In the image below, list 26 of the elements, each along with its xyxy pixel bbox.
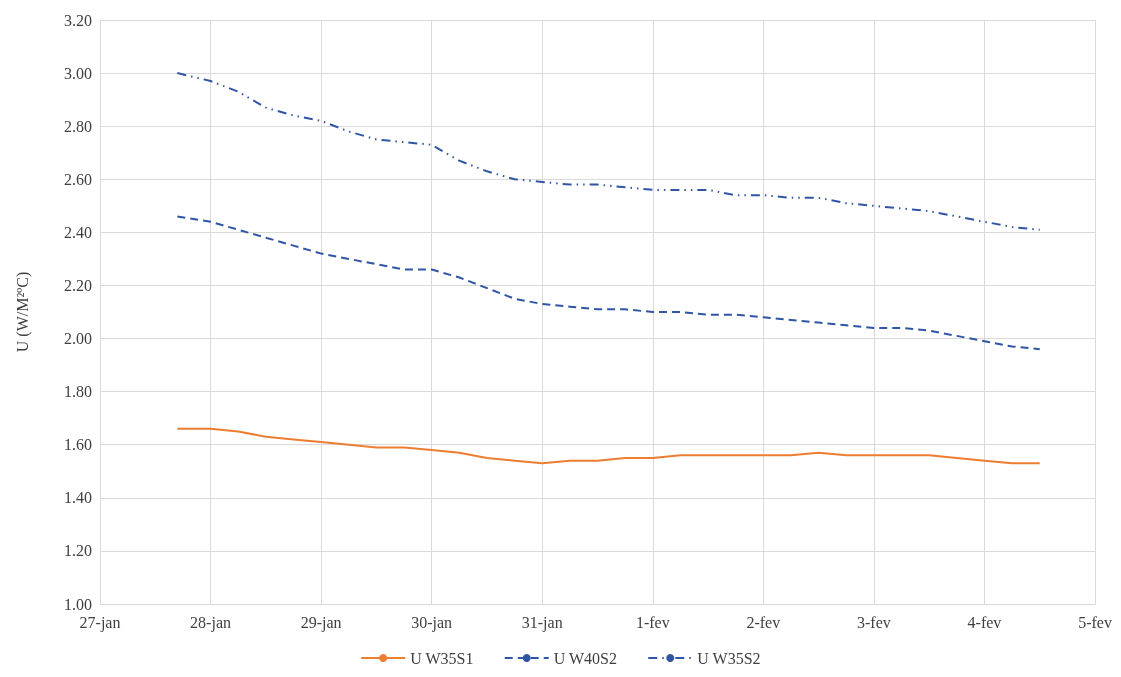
y-tick-label: 2.60 [64, 170, 92, 188]
y-tick-label: 2.80 [64, 117, 92, 135]
x-tick-label: 4-fev [967, 613, 1002, 631]
y-tick-label: 1.20 [64, 542, 92, 560]
x-tick-label: 1-fev [635, 613, 670, 631]
y-tick-label: 1.40 [64, 489, 92, 507]
legend-label: U W35S1 [410, 649, 474, 667]
x-tick-label: 28-jan [190, 613, 231, 632]
y-tick-label: 1.60 [64, 436, 92, 454]
y-tick-label: 3.20 [64, 11, 92, 29]
legend-label: U W35S2 [697, 649, 761, 667]
y-tick-label: 1.00 [64, 595, 92, 613]
y-tick-label: 2.00 [64, 330, 92, 348]
y-axis-title: U (W/M²ºC) [13, 271, 32, 353]
y-tick-label: 3.00 [64, 64, 92, 82]
y-tick-label: 2.20 [64, 276, 92, 294]
y-tick-label: 1.80 [64, 383, 92, 401]
x-tick-label: 29-jan [300, 613, 342, 632]
y-tick-label: 2.40 [64, 223, 92, 241]
x-tick-label: 5-fev [1078, 613, 1112, 631]
x-tick-label: 2-fev [746, 613, 781, 631]
x-tick-label: 31-jan [521, 613, 563, 632]
legend-label: U W40S2 [553, 649, 617, 667]
x-tick-label: 3-fev [857, 613, 891, 631]
x-tick-label: 30-jan [411, 613, 453, 632]
x-tick-label: 27-jan [79, 613, 121, 632]
